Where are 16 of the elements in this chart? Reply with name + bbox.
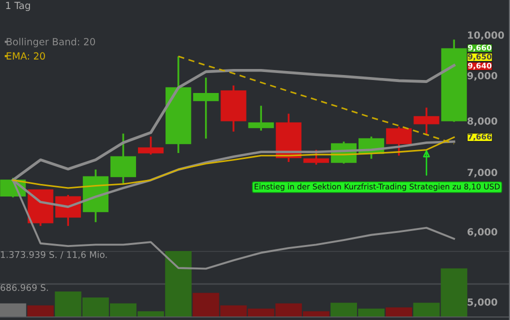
chart-title: 1 Tag	[6, 2, 30, 12]
candlestick	[193, 76, 219, 140]
y-tick-label: 8,000	[468, 117, 498, 126]
candlestick	[303, 148, 330, 166]
y-tick-label: 10,000	[468, 31, 504, 40]
legend-label: EMA: 20	[6, 52, 45, 60]
bar	[27, 305, 54, 317]
ref-line-label: 686.969 S.	[0, 284, 48, 291]
ref-line-label: 1.373.939 S. / 11,6 Mio.	[0, 251, 107, 259]
bar	[0, 303, 26, 317]
bar	[386, 307, 412, 317]
legend-label: Bollinger Band: 20	[6, 38, 96, 48]
y-tick-label: 5,000	[468, 298, 498, 307]
y-tick-label: 7,000	[468, 168, 498, 178]
y-tick-label: 6,000	[468, 228, 498, 237]
y-tick-label: 9,000	[467, 72, 498, 81]
